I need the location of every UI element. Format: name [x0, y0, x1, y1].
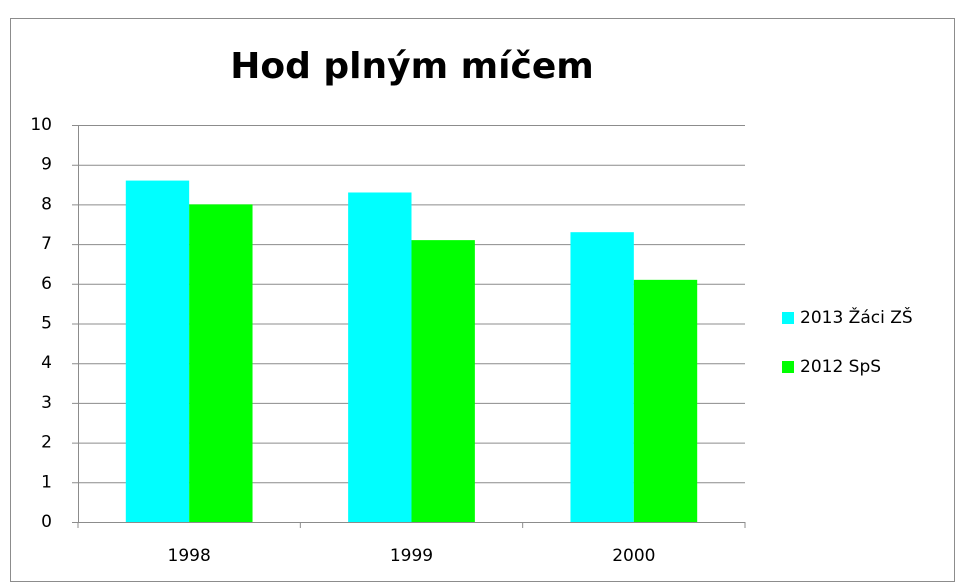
bar — [570, 232, 634, 522]
bar — [633, 279, 698, 522]
y-tick-label: 3 — [41, 393, 52, 413]
y-tick-label: 6 — [41, 274, 52, 294]
y-tick-label: 2 — [41, 433, 52, 453]
y-tick-label: 0 — [41, 512, 52, 532]
y-tick-label: 4 — [41, 353, 52, 373]
bar — [411, 240, 475, 522]
legend-label: 2013 Žáci ZŠ — [800, 306, 913, 328]
legend-label: 2012 SpS — [800, 357, 881, 377]
legend-swatch — [782, 312, 794, 324]
y-tick-label: 7 — [41, 234, 52, 254]
y-tick-label: 5 — [41, 314, 52, 334]
bar — [189, 204, 253, 522]
y-tick-label: 10 — [30, 115, 52, 135]
legend-swatch — [782, 361, 794, 373]
x-tick-label: 1999 — [390, 546, 433, 566]
x-tick-label: 1998 — [168, 546, 211, 566]
y-tick-label: 8 — [41, 194, 52, 214]
chart-title: Hod plným míčem — [230, 46, 594, 87]
x-tick-label: 2000 — [612, 546, 655, 566]
y-tick-label: 9 — [41, 155, 52, 175]
y-tick-label: 1 — [41, 472, 52, 492]
bar — [348, 192, 412, 523]
bar — [125, 180, 190, 522]
